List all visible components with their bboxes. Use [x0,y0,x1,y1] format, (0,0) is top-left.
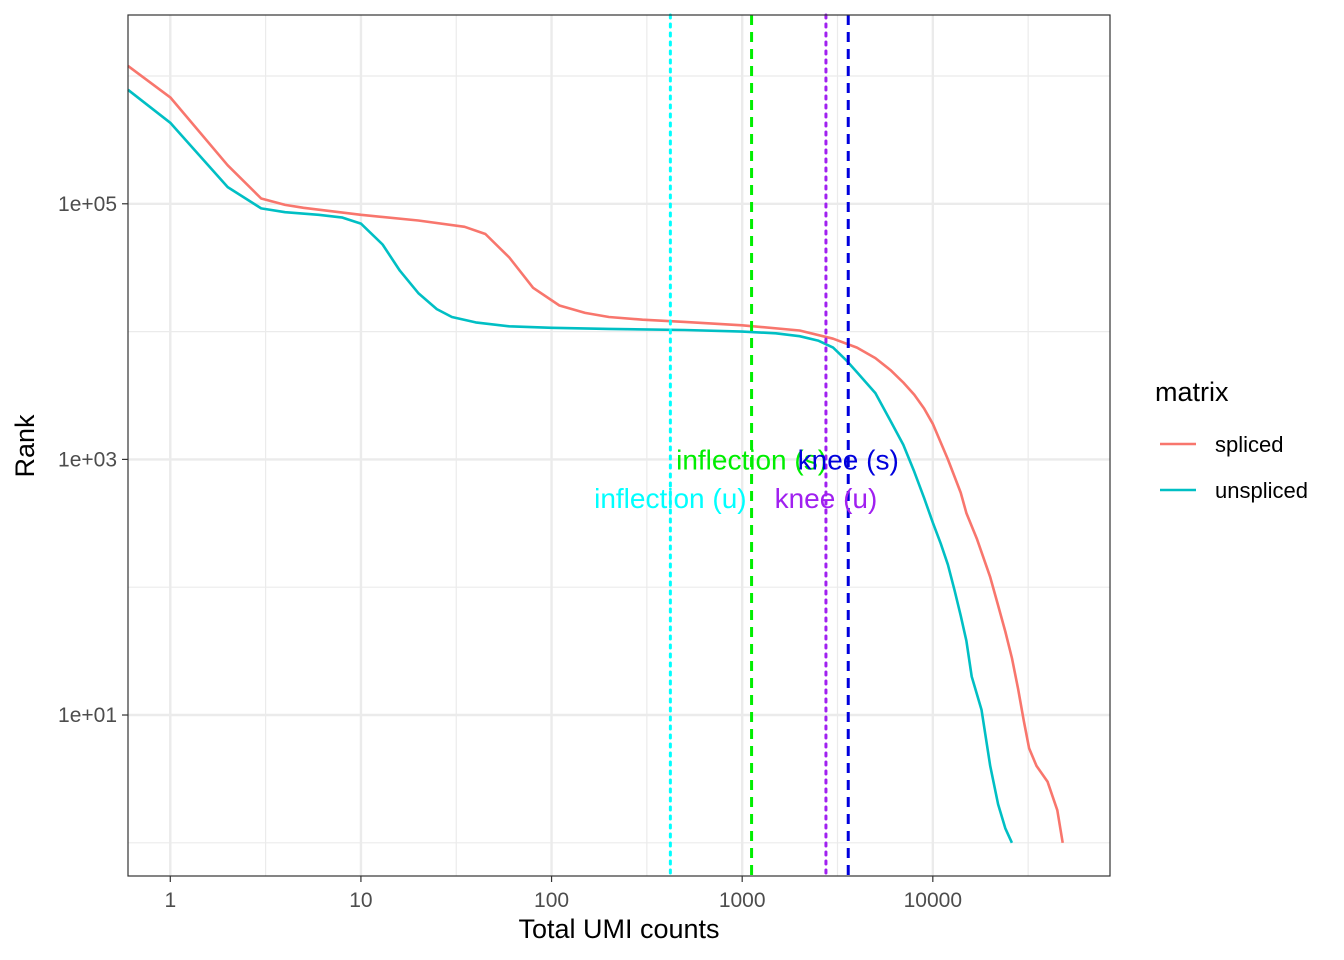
series-line-unspliced [127,88,1014,844]
reference-lines [668,13,850,878]
minor-gridlines [128,15,1110,876]
x-axis-ticks: 1 10 100 1000 10000 [164,876,962,912]
x-tick-label: 1000 [719,889,766,912]
x-axis-label: Total UMI counts [518,914,719,944]
y-axis-ticks: 1e+01 1e+03 1e+05 [58,193,128,727]
series-layer [127,64,1064,844]
y-tick-label: 1e+03 [58,448,117,471]
x-tick-label: 1 [164,889,176,912]
vline-label: knee (s) [798,444,899,475]
vline-label: knee (u) [775,483,878,514]
y-tick-label: 1e+01 [58,704,117,727]
y-axis-label: Rank [10,414,40,478]
y-tick-label: 1e+05 [58,193,117,216]
plot-panel-border [127,14,1111,877]
vline-label: inflection (s) [676,444,827,475]
vline-label: inflection (u) [594,483,747,514]
x-tick-label: 10 [349,889,372,912]
major-gridlines [128,15,1110,876]
series-line-spliced [127,64,1064,844]
legend-label-spliced: spliced [1215,432,1283,457]
reference-labels: inflection (s)knee (s) inflection (u) knee… [594,444,899,513]
x-tick-label: 100 [534,889,569,912]
legend: matrix spliced unspliced [1155,377,1308,503]
legend-label-unspliced: unspliced [1215,478,1308,503]
legend-title: matrix [1155,377,1229,407]
x-tick-label: 10000 [904,889,962,912]
legend-entries: spliced unspliced [1160,432,1308,503]
